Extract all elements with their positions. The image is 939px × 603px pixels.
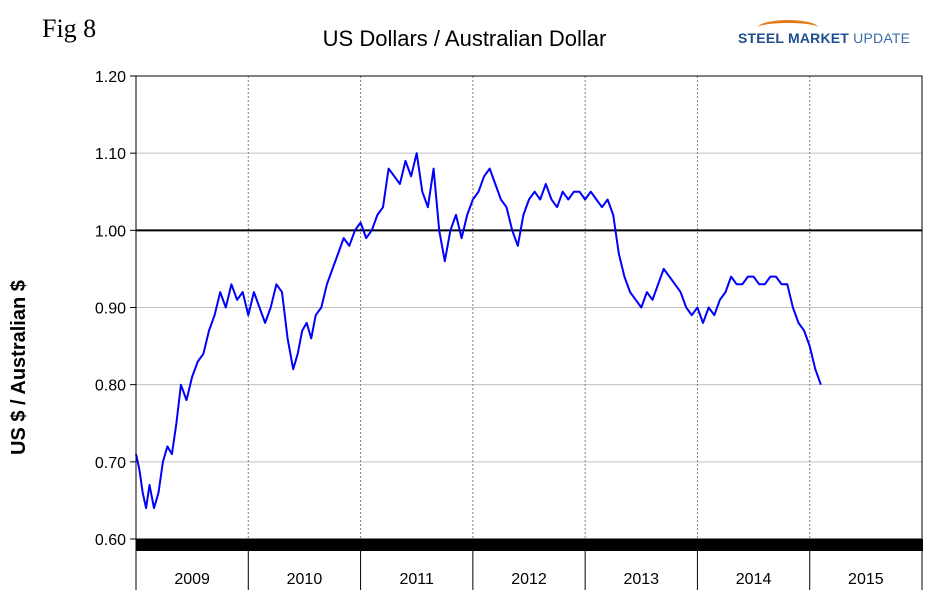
x-axis-categories: 2009 2010 2011 2012 2013 2014 2015	[135, 539, 923, 590]
figure-label: Fig 8	[42, 14, 97, 43]
x-category-label: 2010	[287, 571, 323, 588]
logo-steel-market-update: STEEL MARKET UPDATE	[738, 20, 911, 46]
y-tick-label: 0.80	[95, 378, 126, 395]
x-category-label: 2009	[174, 571, 210, 588]
x-category-label: 2012	[511, 571, 547, 588]
x-category-label: 2013	[623, 571, 659, 588]
x-axis-bar	[136, 539, 923, 551]
y-tick-label: 0.90	[95, 301, 126, 318]
y-tick-label: 1.00	[95, 223, 126, 240]
x-category-label: 2015	[848, 571, 884, 588]
x-category-label: 2011	[400, 571, 435, 588]
y-tick-label: 0.70	[95, 455, 126, 472]
y-tick-label: 1.20	[95, 69, 126, 86]
chart-title: US Dollars / Australian Dollar	[322, 26, 607, 51]
y-axis-ticks: 0.60 0.70 0.80 0.90 1.00 1.10 1.20	[95, 69, 136, 549]
y-tick-label: 1.10	[95, 146, 126, 163]
grid-lines	[136, 76, 922, 539]
x-category-label: 2014	[736, 571, 772, 588]
series-line-usd-aud	[135, 152, 822, 510]
logo-swoosh-icon	[758, 20, 818, 35]
y-tick-label: 0.60	[95, 532, 126, 549]
logo-text-update: UPDATE	[853, 30, 911, 46]
